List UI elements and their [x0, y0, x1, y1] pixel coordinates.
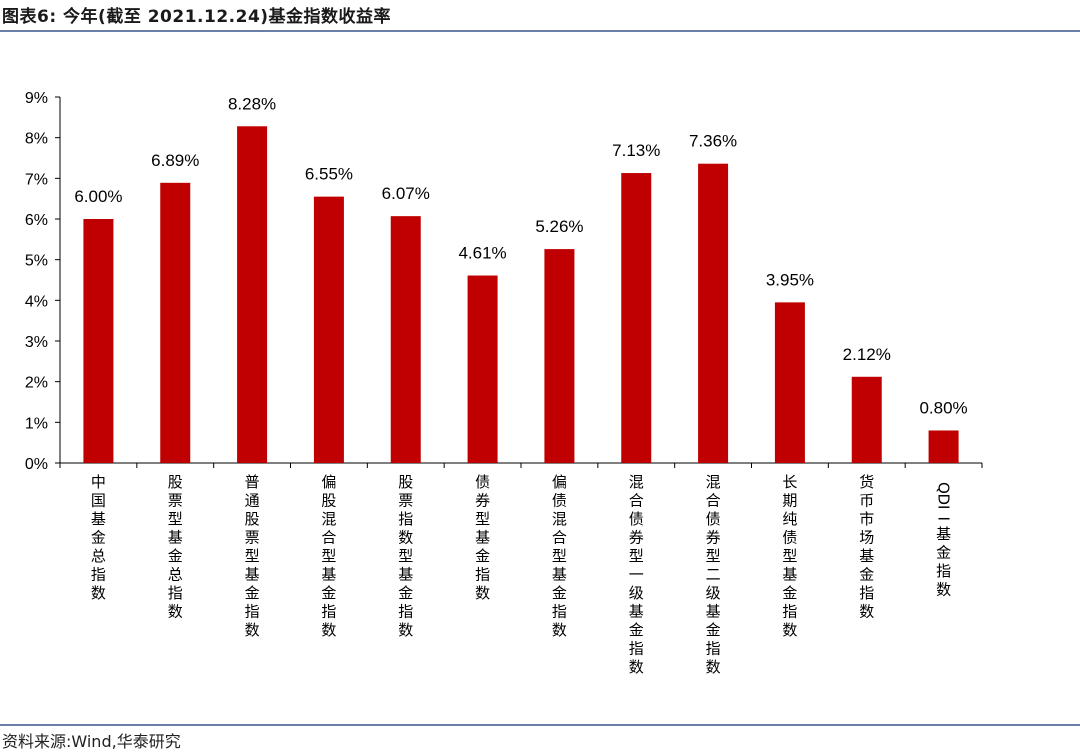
bar [698, 163, 729, 463]
x-tick-label: 中国基金总指数 [91, 473, 106, 602]
x-tick-label: 长期纯债型基金指数 [782, 473, 797, 639]
source-note: 资料来源:Wind,华泰研究 [2, 732, 181, 751]
x-tick-label: 混合债券型二级基金指数 [706, 473, 721, 676]
data-label: 7.36% [689, 132, 737, 151]
x-tick-label: 股票型基金总指数 [168, 473, 183, 621]
y-tick-label: 8% [25, 131, 48, 148]
data-label: 6.00% [74, 187, 122, 206]
x-tick-label: 股票指数型基金指数 [398, 473, 413, 639]
bar [160, 182, 191, 463]
y-tick-label: 6% [25, 212, 48, 229]
data-label: 4.61% [458, 244, 506, 263]
figure-title: 图表6: 今年(截至 2021.12.24)基金指数收益率 [2, 7, 392, 27]
data-label: 6.07% [382, 184, 430, 203]
bar [390, 216, 421, 463]
x-tick-label: 普通股票型基金指数 [245, 473, 260, 639]
x-tick-label: 货币市场基金指数 [859, 473, 874, 621]
y-tick-label: 0% [25, 456, 48, 473]
footer-rule [0, 724, 1080, 726]
y-tick-label: 1% [25, 415, 48, 432]
y-tick-label: 5% [25, 253, 48, 270]
data-label: 2.12% [843, 345, 891, 364]
data-label: 6.55% [305, 165, 353, 184]
bar [621, 173, 652, 463]
data-label: 8.28% [228, 94, 276, 113]
bar [237, 126, 268, 463]
bar [544, 249, 575, 463]
y-tick-label: 3% [25, 334, 48, 351]
data-label: 7.13% [612, 141, 660, 160]
data-label: 5.26% [535, 217, 583, 236]
bar [83, 219, 114, 463]
bar [851, 376, 882, 463]
bar [774, 302, 805, 463]
y-tick-label: 7% [25, 171, 48, 188]
bar-chart: 0% 1% 2% 3% 4% 5% 6% 7% 8% 9% 6.00% 中国基金总指数 6.89% 股票型… [25, 90, 983, 676]
y-tick-label: 2% [25, 375, 48, 392]
bar [928, 430, 959, 463]
x-tick-label: Q D I I 基金指数 [935, 482, 953, 599]
header-rule [0, 30, 1080, 32]
x-tick-label: 混合债券型一级基金指数 [629, 473, 644, 676]
x-tick-label: 偏债混合型基金指数 [552, 473, 567, 639]
data-label: 6.89% [151, 151, 199, 170]
y-tick-label: 4% [25, 293, 48, 310]
x-tick-label: 债券型基金指数 [475, 473, 490, 602]
y-tick-label: 9% [25, 90, 48, 107]
data-label: 3.95% [766, 270, 814, 289]
x-tick-label: 偏股混合型基金指数 [321, 473, 336, 639]
data-label: 0.80% [919, 398, 967, 417]
bar [467, 275, 498, 463]
bar [313, 196, 344, 463]
